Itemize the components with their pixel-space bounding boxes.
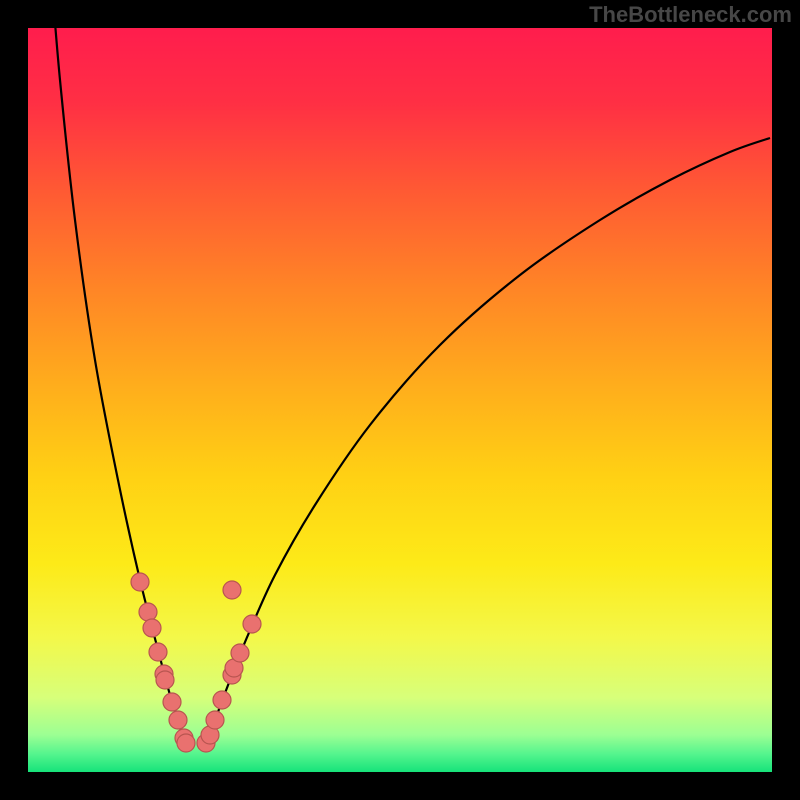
- data-marker: [213, 691, 231, 709]
- data-marker: [169, 711, 187, 729]
- data-marker: [156, 671, 174, 689]
- plot-background: [28, 28, 772, 772]
- chart-frame: TheBottleneck.com: [0, 0, 800, 800]
- data-marker: [223, 581, 241, 599]
- data-marker: [206, 711, 224, 729]
- data-marker: [143, 619, 161, 637]
- data-marker: [139, 603, 157, 621]
- data-marker: [177, 734, 195, 752]
- bottleneck-curve-chart: [0, 0, 800, 800]
- data-marker: [231, 644, 249, 662]
- data-marker: [243, 615, 261, 633]
- watermark-text: TheBottleneck.com: [589, 2, 792, 28]
- data-marker: [163, 693, 181, 711]
- data-marker: [149, 643, 167, 661]
- data-marker: [131, 573, 149, 591]
